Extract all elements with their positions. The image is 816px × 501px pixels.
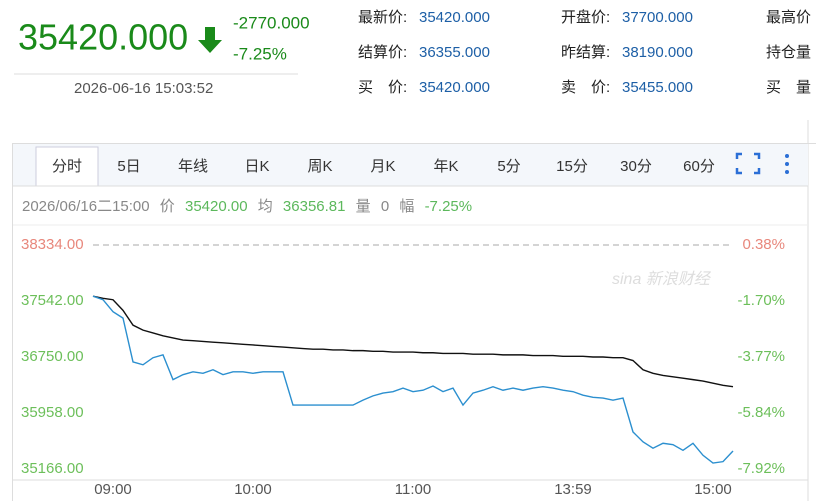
tab[interactable]: 周K [307,158,332,175]
quote-value: 35420.000 [419,79,490,96]
info-amp: -7.25% [425,198,473,215]
y2-tick-label: -3.77% [737,348,785,365]
quote-label: 昨结算: [561,43,610,61]
tab[interactable]: 30分 [620,158,652,175]
quote-label: 最高价 [766,9,811,26]
quote-value: 38190.000 [622,44,693,61]
menu-icon[interactable] [785,154,789,174]
tab-bar [13,144,808,186]
plot: 38334.00 37542.00 36750.00 35958.00 35166.00… [13,236,808,498]
info-time: 2026/06/16二15:00 [22,198,150,215]
y2-tick-label: 0.38% [742,236,785,253]
watermark: sina 新浪财经 [612,270,712,288]
x-tick-label: 09:00 [94,481,132,498]
quote-value: 35455.000 [622,79,693,96]
tab[interactable]: 5分 [497,158,520,175]
tab[interactable]: 月K [370,158,395,175]
quote-value: 37700.000 [622,9,693,26]
tab[interactable]: 日K [244,158,269,175]
series-line [92,295,734,388]
info-vol: 0 [381,198,389,215]
active-tab [35,146,99,187]
quote-value: 35420.000 [419,9,490,26]
info-price: 35420.00 [185,198,248,215]
y2-tick-label: -7.92% [737,460,785,477]
y-tick-label: 35166.00 [21,460,84,477]
quote-value: 36355.000 [419,44,490,61]
y-tick-label: 37542.00 [21,292,84,309]
datetime: 2026-06-16 15:03:52 [74,80,213,97]
tabs: 分时 5日 年线 日K 周K 月K 年K 5分 15分 30分 60分 [52,158,715,175]
y-tick-label: 35958.00 [21,404,84,421]
x-tick-label: 11:00 [395,481,431,498]
info-vol-label: 量 [356,198,371,215]
info-amp-label: 幅 [399,198,414,215]
quote-label: 持仓量 [766,44,811,61]
y-tick-label: 38334.00 [21,236,84,253]
quote-label: 买 量 [766,79,811,96]
info-price-label: 价 [160,198,175,215]
tab[interactable]: 分时 [52,158,82,175]
change: -2770.000 [233,13,310,32]
info-avg-label: 均 [258,198,273,215]
panel [12,143,816,501]
info-bar: 2026/06/16二15:00 价 35420.00 均 36356.81 量… [22,198,472,215]
quote-label: 开盘价: [561,8,610,26]
x-tick-label: 10:00 [234,481,272,498]
tab[interactable]: 年K [433,158,458,175]
tab[interactable]: 年线 [178,158,208,175]
change-pct: -7.25% [233,44,287,63]
x-tick-label: 13:59 [554,481,592,498]
y-tick-label: 36750.00 [21,348,84,365]
down-arrow [198,27,222,53]
quote-label: 结算价: [358,43,407,61]
quote-label: 最新价: [358,9,407,26]
quote-label: 买 价: [358,79,407,96]
y2-tick-label: -5.84% [737,404,785,421]
tab[interactable]: 5日 [117,158,140,175]
x-tick-label: 15:00 [694,481,732,498]
fullscreen-icon[interactable] [735,152,761,175]
info-avg: 36356.81 [283,198,346,215]
last-price: 35420.000 [18,17,188,58]
tab[interactable]: 15分 [556,158,588,175]
y2-tick-label: -1.70% [737,292,785,309]
quote-label: 卖 价: [561,79,610,96]
series-line [92,295,734,464]
tab[interactable]: 60分 [683,158,715,175]
